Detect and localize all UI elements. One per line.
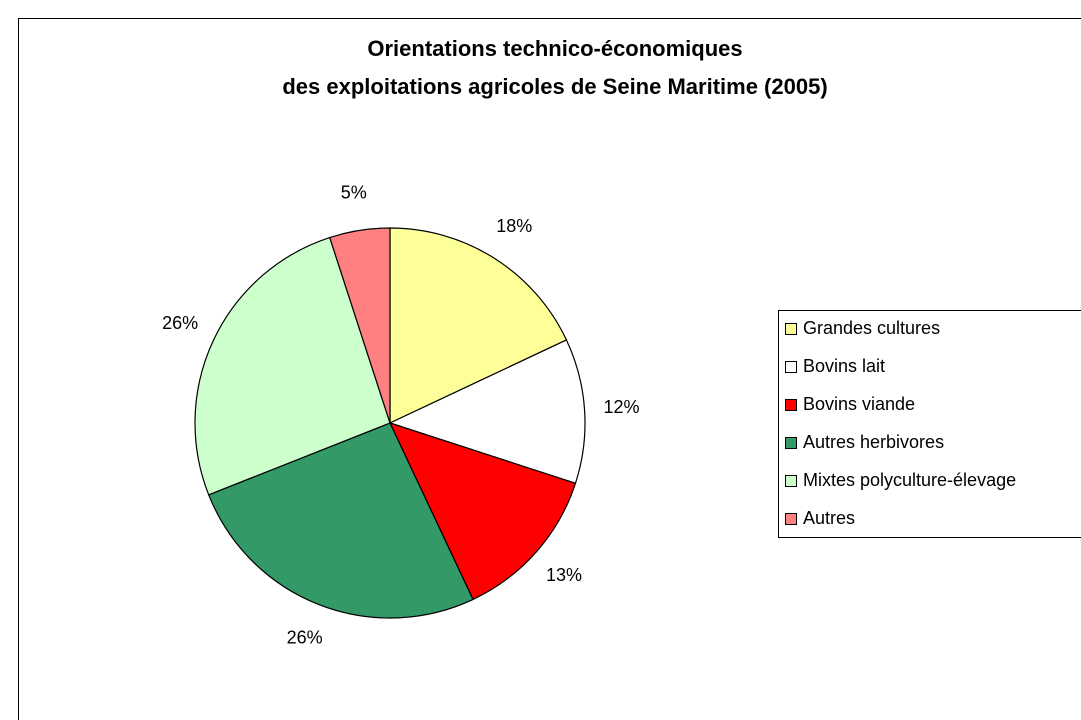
data-label: 5% [341,183,367,203]
pie-slice [207,422,474,619]
pie-slice [389,227,568,424]
legend-label: Bovins lait [803,356,885,376]
data-label: 12% [604,397,640,417]
data-label: 26% [287,627,323,647]
legend-swatch [785,475,797,487]
chart-title: Orientations technico-économiques [367,36,742,61]
legend-label: Grandes cultures [803,318,940,338]
data-label: 26% [162,313,198,333]
pie-slice [194,236,391,496]
legend-swatch [785,323,797,335]
legend-swatch [785,513,797,525]
chart-title: des exploitations agricoles de Seine Mar… [282,74,827,99]
legend-swatch [785,361,797,373]
pie-slice [328,227,391,424]
legend-swatch [785,437,797,449]
pie-slice [388,422,577,601]
data-label: 13% [546,565,582,585]
legend-label: Autres herbivores [803,432,944,452]
legend [778,310,1081,538]
legend-label: Mixtes polyculture-élevage [803,470,1016,490]
pie-slice [388,339,586,485]
legend-label: Bovins viande [803,394,915,414]
legend-label: Autres [803,508,855,528]
legend-swatch [785,399,797,411]
data-label: 18% [496,216,532,236]
